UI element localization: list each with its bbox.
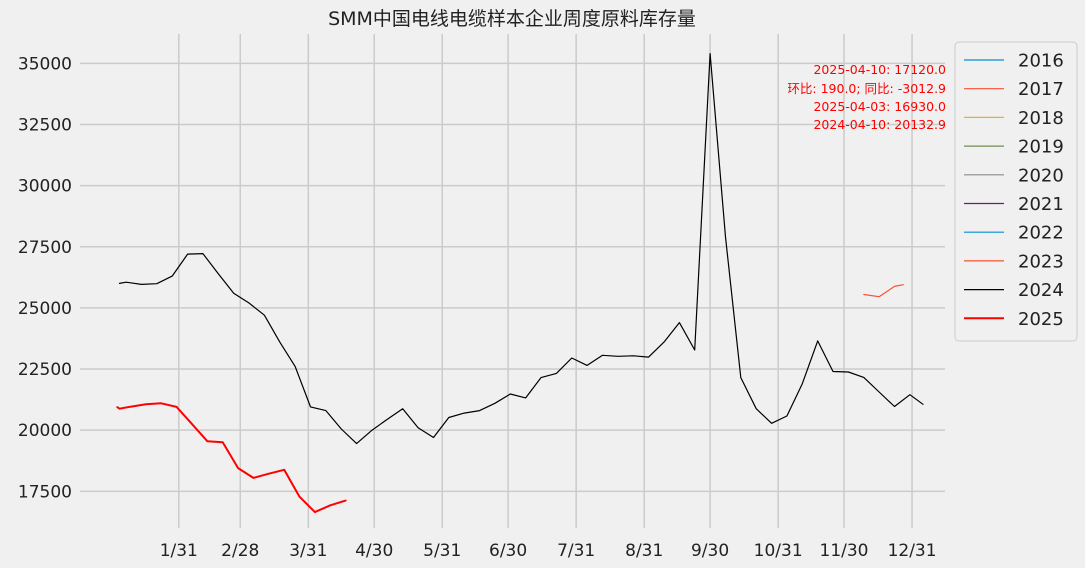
x-tick-label: 8/31 (625, 541, 663, 561)
legend-label: 2018 (1018, 108, 1064, 129)
x-tick-label: 10/31 (754, 541, 803, 561)
series-line-2024 (118, 52, 924, 445)
series-line-2023 (863, 284, 904, 298)
x-tick-label: 2/28 (221, 541, 259, 561)
x-axis: 1/31 2/28 3/31 4/30 5/31 6/30 7/31 8/31 9/30 10/3… (160, 541, 937, 561)
grid (80, 34, 945, 528)
legend-label: 2017 (1018, 79, 1064, 100)
y-axis: 17500 20000 22500 25000 27500 30000 32500 35000 (18, 54, 72, 502)
y-tick-label: 35000 (18, 54, 72, 74)
legend-label: 2020 (1018, 165, 1064, 186)
legend-label: 2024 (1018, 280, 1064, 301)
annotation-line: 2024-04-10: 20132.9 (813, 117, 946, 132)
legend-label: 2022 (1018, 223, 1064, 244)
annotation-line: 2025-04-10: 17120.0 (813, 62, 946, 77)
plot-area (116, 52, 924, 514)
chart-title: SMM中国电线电缆样本企业周度原料库存量 (328, 8, 696, 30)
y-tick-label: 30000 (18, 177, 72, 197)
x-tick-label: 6/30 (489, 541, 527, 561)
y-tick-label: 17500 (18, 482, 72, 502)
annotation-line: 环比: 190.0; 同比: -3012.9 (787, 81, 946, 96)
legend-label: 2023 (1018, 251, 1064, 272)
legend-label: 2021 (1018, 194, 1064, 215)
legend-frame (954, 41, 1078, 342)
legend-label: 2019 (1018, 137, 1064, 158)
x-tick-label: 12/31 (888, 541, 937, 561)
legend: 2016 2017 2018 2019 2020 2021 2022 2023 2024 2025 (954, 41, 1078, 342)
x-tick-label: 7/31 (557, 541, 595, 561)
y-tick-label: 25000 (18, 299, 72, 319)
x-tick-label: 1/31 (160, 541, 198, 561)
x-tick-label: 9/30 (691, 541, 729, 561)
y-tick-label: 32500 (18, 115, 72, 135)
series-line-2025 (116, 402, 347, 514)
annotation-box: 2025-04-10: 17120.0 环比: 190.0; 同比: -3012… (787, 62, 946, 132)
annotation-line: 2025-04-03: 16930.0 (813, 99, 946, 114)
x-tick-label: 11/30 (820, 541, 869, 561)
legend-label: 2016 (1018, 51, 1064, 72)
y-tick-label: 27500 (18, 238, 72, 258)
x-tick-label: 4/30 (355, 541, 393, 561)
x-tick-label: 5/31 (423, 541, 461, 561)
y-tick-label: 20000 (18, 421, 72, 441)
legend-label: 2025 (1018, 309, 1064, 330)
y-tick-label: 22500 (18, 360, 72, 380)
x-tick-label: 3/31 (289, 541, 327, 561)
